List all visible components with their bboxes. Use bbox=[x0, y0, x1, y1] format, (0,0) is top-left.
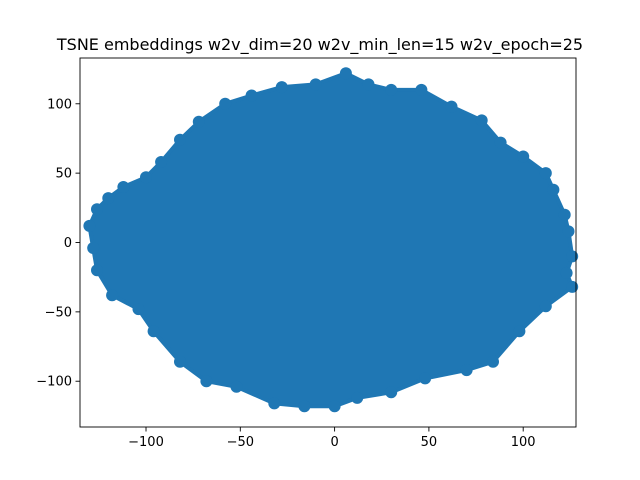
data-point bbox=[309, 78, 322, 91]
data-point bbox=[415, 83, 428, 96]
data-point bbox=[147, 325, 160, 338]
y-tick-label: 0 bbox=[64, 236, 72, 251]
data-point bbox=[419, 372, 432, 385]
x-tick-label: 100 bbox=[511, 435, 536, 450]
data-point bbox=[102, 192, 115, 205]
x-axis: −100 −50 0 50 100 bbox=[128, 427, 536, 450]
y-tick-label: 100 bbox=[47, 97, 72, 112]
data-point bbox=[328, 400, 341, 413]
x-tick-label: 50 bbox=[421, 435, 438, 450]
data-point bbox=[339, 67, 352, 80]
data-point bbox=[200, 375, 213, 388]
data-point bbox=[132, 303, 145, 316]
y-tick-label: −50 bbox=[45, 305, 72, 320]
data-point bbox=[87, 242, 100, 254]
y-tick-label: −100 bbox=[36, 375, 72, 390]
data-point bbox=[351, 391, 364, 404]
data-point bbox=[566, 280, 579, 293]
data-point bbox=[298, 400, 311, 413]
data-point bbox=[83, 219, 96, 232]
data-point bbox=[445, 100, 458, 113]
data-point bbox=[513, 325, 526, 338]
data-point bbox=[117, 181, 130, 193]
point-cloud bbox=[83, 67, 579, 413]
y-tick-label: 50 bbox=[55, 167, 72, 182]
data-point bbox=[460, 364, 473, 377]
data-point bbox=[106, 289, 119, 302]
x-tick-label: −100 bbox=[128, 435, 164, 450]
data-point bbox=[275, 81, 288, 94]
x-tick-label: −50 bbox=[227, 435, 254, 450]
data-point bbox=[562, 225, 575, 238]
data-point bbox=[547, 183, 560, 196]
data-point bbox=[245, 89, 258, 102]
data-point bbox=[268, 397, 281, 410]
data-point bbox=[566, 250, 579, 263]
data-point bbox=[539, 300, 552, 313]
data-point bbox=[174, 355, 186, 368]
data-point bbox=[385, 386, 398, 399]
data-point bbox=[558, 208, 571, 221]
data-point bbox=[517, 150, 530, 163]
data-point bbox=[385, 83, 398, 96]
data-point bbox=[174, 133, 186, 146]
data-point bbox=[539, 167, 552, 180]
data-point bbox=[91, 203, 103, 216]
data-point bbox=[230, 380, 243, 393]
data-point bbox=[362, 78, 375, 91]
data-point bbox=[140, 171, 152, 184]
x-tick-label: 0 bbox=[330, 435, 338, 450]
data-point bbox=[560, 267, 573, 279]
data-point bbox=[155, 156, 168, 168]
data-point bbox=[475, 114, 488, 127]
data-point bbox=[192, 115, 205, 128]
y-axis: −100 −50 0 50 100 bbox=[36, 97, 80, 390]
point-cloud-body bbox=[87, 71, 575, 409]
data-point bbox=[91, 264, 103, 277]
data-point bbox=[487, 355, 499, 368]
data-point bbox=[219, 97, 232, 110]
data-point bbox=[494, 136, 507, 149]
chart-title: TSNE embeddings w2v_dim=20 w2v_min_len=1… bbox=[56, 35, 583, 55]
